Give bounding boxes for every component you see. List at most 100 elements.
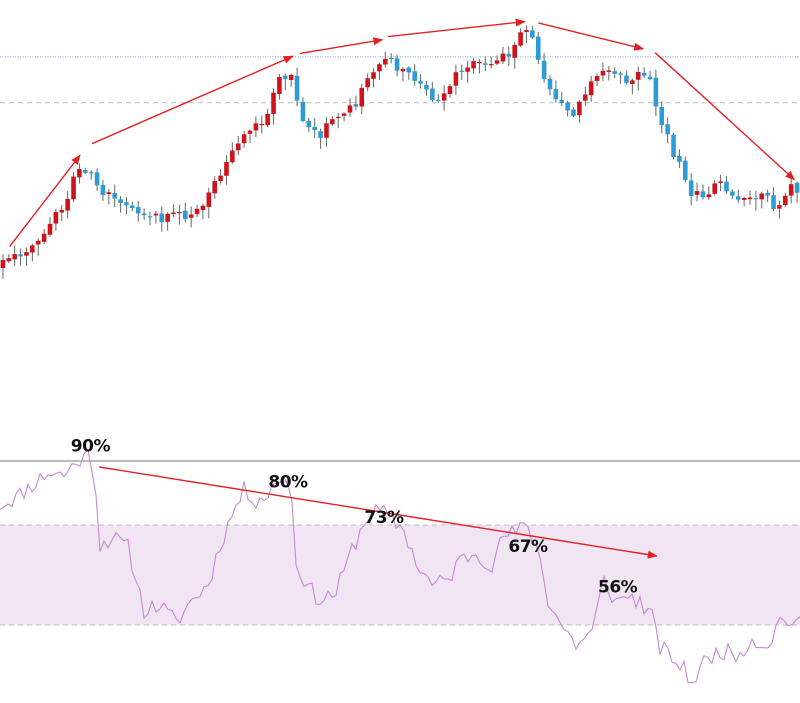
candle-body-bearish <box>418 81 423 84</box>
candle-body-bullish <box>471 61 476 69</box>
candlestick <box>347 98 353 117</box>
candle-body-bearish <box>735 196 741 200</box>
candlestick <box>0 254 6 279</box>
candlestick <box>230 142 235 165</box>
candlestick <box>747 190 753 205</box>
candlestick <box>288 73 294 87</box>
candle-body-bullish <box>524 30 529 32</box>
candlestick <box>765 189 770 203</box>
candlestick <box>341 112 347 122</box>
candlestick <box>88 170 94 180</box>
candlestick <box>100 180 106 202</box>
candle-body-bullish <box>500 53 506 62</box>
candlestick <box>41 229 47 245</box>
candlestick <box>618 71 623 84</box>
candle-body-bullish <box>335 116 341 119</box>
candle-body-bullish <box>494 60 500 64</box>
rsi-overbought-oversold-band <box>0 525 800 625</box>
candle-body-bullish <box>747 197 753 200</box>
candlestick <box>782 193 788 207</box>
candlestick <box>559 91 565 106</box>
candle-body-bullish <box>330 119 335 125</box>
candle-body-bearish <box>624 75 629 83</box>
candlestick <box>282 73 288 90</box>
candle-body-bullish <box>488 64 494 66</box>
rsi-peak-label: 56% <box>598 578 638 598</box>
candlestick <box>641 66 647 78</box>
candle-body-bullish <box>271 92 276 114</box>
candle-body-bullish <box>206 192 212 207</box>
candle-body-bullish <box>630 80 635 85</box>
candlestick <box>500 46 506 64</box>
candle-body-bullish <box>712 183 718 194</box>
candle-body-bullish <box>594 76 600 81</box>
candlestick <box>777 200 782 219</box>
candlestick <box>535 31 541 65</box>
candlestick <box>135 200 141 222</box>
candle-body-bullish <box>382 58 388 65</box>
candle-body-bearish <box>653 77 659 107</box>
candlestick <box>188 206 194 228</box>
candle-body-bullish <box>153 213 159 216</box>
candle-body-bullish <box>230 150 235 163</box>
candlestick <box>59 205 65 222</box>
candle-body-bullish <box>277 76 282 94</box>
candle-body-bearish <box>547 78 553 90</box>
rsi-divergence-arrow <box>99 466 658 559</box>
candlestick <box>512 41 518 69</box>
candlestick <box>265 108 270 127</box>
candle-body-bullish <box>235 143 241 151</box>
candle-body-bearish <box>430 88 435 100</box>
candlestick <box>218 169 223 185</box>
candlestick <box>441 85 447 111</box>
candlestick <box>688 173 694 206</box>
candlestick <box>612 67 618 79</box>
candlestick <box>453 64 459 95</box>
trend-arrow <box>91 55 294 145</box>
candlestick <box>335 112 341 129</box>
candlestick <box>53 208 59 231</box>
candlestick <box>318 128 323 149</box>
trend-arrow <box>9 154 81 248</box>
candlestick <box>200 203 206 220</box>
candle-body-bearish <box>100 184 106 195</box>
candle-body-bullish <box>177 212 182 214</box>
candle-body-bearish <box>300 101 306 122</box>
candlestick <box>724 175 729 194</box>
rsi-peak-label: 80% <box>268 473 308 493</box>
candle-body-bullish <box>447 86 453 94</box>
candlestick <box>477 59 482 74</box>
candle-body-bearish <box>406 67 412 73</box>
trend-arrow <box>538 22 645 51</box>
candlestick <box>718 174 723 192</box>
candlestick <box>359 83 365 115</box>
candlestick <box>241 131 247 148</box>
candlestick <box>224 155 229 185</box>
candle-body-bearish <box>318 131 323 139</box>
candlestick <box>118 196 123 213</box>
candle-body-bearish <box>765 192 770 196</box>
candle-body-bullish <box>588 81 594 96</box>
candle-body-bullish <box>65 198 70 211</box>
candle-body-bullish <box>35 240 41 245</box>
trend-arrow <box>299 37 384 55</box>
candlestick <box>588 75 594 102</box>
candlestick <box>712 179 718 196</box>
candle-body-bullish <box>782 195 788 206</box>
candlestick <box>606 66 612 81</box>
candle-body-bearish <box>612 71 618 74</box>
candle-body-bearish <box>424 85 429 90</box>
candlestick <box>12 245 18 266</box>
candle-body-bearish <box>647 76 653 80</box>
candlestick <box>18 248 23 266</box>
candlestick <box>412 64 418 86</box>
candle-body-bearish <box>730 191 735 196</box>
candlestick <box>153 210 159 224</box>
candlestick <box>35 238 41 256</box>
candle-body-bullish <box>71 176 76 200</box>
candlestick <box>177 204 182 225</box>
candle-body-bearish <box>88 172 94 174</box>
candle-body-bullish <box>577 101 582 116</box>
candlestick <box>206 187 212 219</box>
candlestick <box>524 25 529 44</box>
